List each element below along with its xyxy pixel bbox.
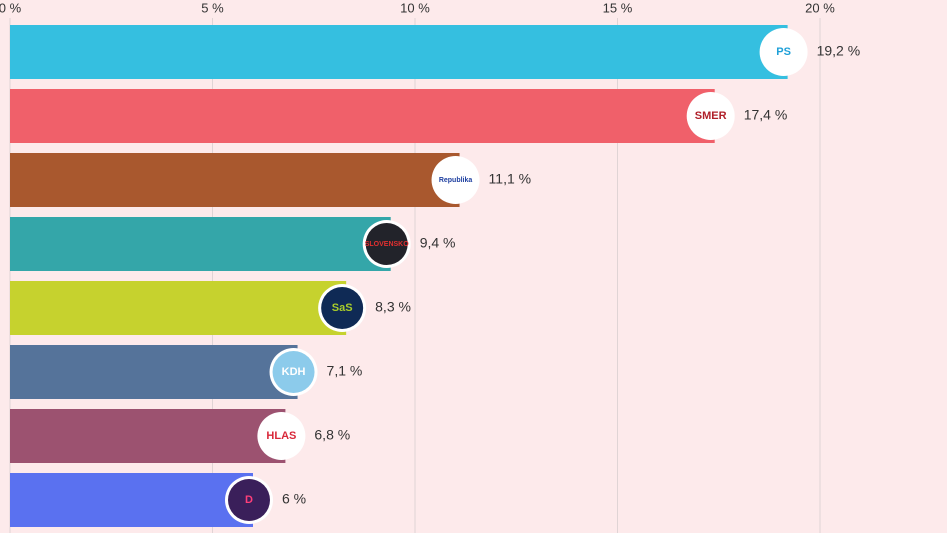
x-tick-label: 5 % [201, 0, 224, 15]
bar [10, 409, 286, 463]
logo [272, 351, 315, 393]
bar [10, 473, 253, 527]
x-tick-label: 0 % [0, 0, 22, 15]
logo [365, 223, 408, 265]
logo [321, 287, 364, 329]
value-label: 17,4 % [744, 107, 788, 123]
bar [10, 345, 298, 399]
bar [10, 217, 391, 271]
logo [260, 415, 303, 457]
logo-text: HLAS [266, 430, 296, 442]
bar [10, 281, 347, 335]
logo [228, 479, 270, 521]
logo [434, 159, 477, 201]
logo [762, 31, 805, 73]
value-label: 19,2 % [817, 43, 861, 59]
logo-text: KDH [282, 366, 306, 378]
value-label: 6 % [282, 491, 306, 507]
x-tick-label: 10 % [400, 0, 430, 15]
logo-text: SMER [695, 110, 727, 122]
x-tick-label: 20 % [805, 0, 835, 15]
logo [689, 95, 732, 137]
value-label: 7,1 % [327, 363, 363, 379]
bar [10, 25, 788, 79]
value-label: 9,4 % [420, 235, 456, 251]
value-label: 11,1 % [489, 171, 532, 187]
logo-text: PS [776, 46, 791, 58]
logo-text: D [245, 494, 253, 506]
bar [10, 89, 715, 143]
logo-text: Republika [439, 177, 473, 184]
logo-text: SLOVENSKO [365, 241, 410, 248]
x-tick-label: 15 % [603, 0, 633, 15]
value-label: 6,8 % [314, 427, 350, 443]
bar [10, 153, 460, 207]
logo-text: SaS [332, 302, 353, 314]
value-label: 8,3 % [375, 299, 411, 315]
